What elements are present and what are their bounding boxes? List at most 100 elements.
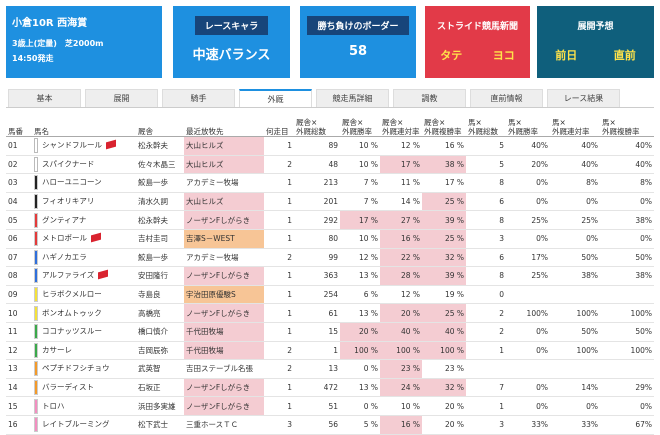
tab[interactable]: 展開 [85, 89, 158, 107]
table-cell: ノーザンFしがらき [184, 378, 264, 398]
cell-text: 17% [531, 252, 548, 262]
cell-text: 100% [526, 308, 548, 318]
table-cell: 25% [550, 210, 600, 230]
cell-text: 12 % [400, 141, 420, 151]
race-character: レースキャラ 中速バランス [173, 6, 290, 78]
table-cell: 1 [264, 396, 294, 416]
table-cell: 33% [506, 415, 550, 435]
table-row: 04 フィオリキアリ 清水久詞 大山ヒルズ 1 201 7 % 14 % 25 % 6 0% 0% 0% [6, 192, 654, 212]
stride-link[interactable]: タテ [440, 49, 463, 62]
table-cell: 2 [264, 155, 294, 175]
horse-name[interactable]: トロハ [42, 401, 65, 411]
tab[interactable]: 騎手 [162, 89, 235, 107]
table-cell: 0 [466, 285, 506, 305]
table-cell: 1 [264, 173, 294, 193]
table-cell: 11 [6, 322, 32, 342]
table-cell: 7 [466, 378, 506, 398]
horse-name[interactable]: ペプチドフシチョウ [42, 363, 110, 373]
cell-text: 99 [328, 252, 338, 262]
header-text: 馬番 [8, 127, 23, 136]
horse-name[interactable]: ハローユニコーン [42, 177, 102, 187]
table-cell: 千代田牧場 [184, 322, 264, 342]
horse-name[interactable]: ハギノカエラ [42, 252, 87, 262]
table-cell: 0% [506, 396, 550, 416]
horse-name[interactable]: アルファライズ [42, 270, 95, 280]
race-conditions: 3歳上(定量) 芝2000m [12, 39, 104, 48]
horse-name[interactable]: スパイクナード [42, 159, 95, 169]
horse-name[interactable]: グンティアナ [42, 215, 87, 225]
cell-text: 浜田多実雄 [138, 401, 176, 411]
table-cell: 23 % [422, 359, 466, 379]
tab[interactable]: 基本 [8, 89, 81, 107]
table-cell: 7 % [340, 192, 380, 212]
table-cell: 17 % [340, 210, 380, 230]
tab[interactable]: 外厩 [239, 89, 312, 107]
table-row: 07 ハギノカエラ 鮫島一歩 アカデミー牧場 2 99 12 % 22 % 32 % 6 17% 50… [6, 248, 654, 268]
table-cell: 50% [600, 322, 654, 342]
cell-text: 10 % [358, 234, 378, 244]
cell-text: 0% [640, 197, 652, 207]
cell-text: 06 [8, 234, 18, 244]
horse-name[interactable]: フィオリキアリ [42, 196, 95, 206]
cell-text: 100% [630, 308, 652, 318]
horse-name[interactable]: カサーレ [42, 345, 72, 355]
forecast-link[interactable]: 直前 [613, 49, 636, 62]
table-cell: 1 [264, 303, 294, 323]
cell-text: 石坂正 [138, 383, 161, 393]
tab[interactable]: レース結果 [547, 89, 620, 107]
post-time: 14:50発走 [12, 54, 54, 63]
cell-text: 千代田牧場 [186, 345, 224, 355]
cell-text: 16 % [400, 234, 420, 244]
table-cell: 29% [600, 378, 654, 398]
cell-text: 29% [635, 383, 652, 393]
tab[interactable]: 調教 [393, 89, 466, 107]
table-cell [600, 285, 654, 305]
horse-name[interactable]: ヒラボクメルロー [42, 289, 102, 299]
table-cell: 33% [550, 415, 600, 435]
cell-text: アカデミー牧場 [186, 252, 239, 262]
frame-color [34, 175, 38, 191]
horse-name[interactable]: シャンドフルール [42, 140, 102, 150]
cell-text: 07 [8, 252, 18, 262]
table-row: 02 スパイクナード 佐々木晶三 大山ヒルズ 2 48 10 % 17 % 38 % 5 20% 40… [6, 155, 654, 175]
cell-text: 03 [8, 178, 18, 188]
column-header: 何走目 [264, 116, 294, 137]
forecast-link[interactable]: 前日 [555, 49, 578, 62]
cell-text: 01 [8, 141, 18, 151]
table-cell: 10 % [340, 155, 380, 175]
table-cell: 14 [6, 378, 32, 398]
stride-link[interactable]: ヨコ [492, 49, 515, 62]
table-cell: 1 [264, 210, 294, 230]
cell-text: 6 [499, 252, 504, 262]
table-cell: 2 [264, 359, 294, 379]
cell-text: 5 % [363, 420, 378, 430]
table-cell: 100 % [422, 341, 466, 361]
table-cell: トロハ [32, 396, 136, 416]
horse-name[interactable]: バラーディスト [42, 382, 94, 392]
horse-name[interactable]: レイトブルーミング [42, 419, 110, 429]
table-cell: ヒラボクメルロー [32, 285, 136, 305]
column-header: 厩舎× 外厩連対率 [380, 116, 422, 137]
table-cell: 0 % [340, 396, 380, 416]
horse-name[interactable]: ボンオムトゥック [42, 308, 102, 318]
table-cell [466, 359, 506, 379]
tab[interactable]: 直前情報 [470, 89, 543, 107]
tab[interactable]: 競走馬詳細 [316, 89, 389, 107]
cell-text: 16 % [444, 141, 464, 151]
table-cell: 12 [6, 341, 32, 361]
table-cell: 100% [550, 341, 600, 361]
table-cell: 03 [6, 173, 32, 193]
table-cell: 32 % [422, 378, 466, 398]
cell-text: 0% [536, 234, 548, 244]
table-cell: 20 % [380, 303, 422, 323]
horse-name[interactable]: メトロポール [42, 233, 87, 243]
cell-text: 100% [576, 308, 598, 318]
horse-name[interactable]: ココナッツスルー [42, 326, 102, 336]
table-cell: 363 [294, 266, 340, 286]
table-cell: 40% [600, 136, 654, 156]
cell-text: 0% [586, 234, 598, 244]
forecast-box: 展開予想 前日 直前 [537, 6, 654, 78]
cell-text: 8 [499, 271, 504, 281]
table-row: 14 バラーディスト 石坂正 ノーザンFしがらき 1 472 13 % 24 % 32 % 7 0%… [6, 378, 654, 398]
cell-text: 1 [287, 215, 292, 225]
